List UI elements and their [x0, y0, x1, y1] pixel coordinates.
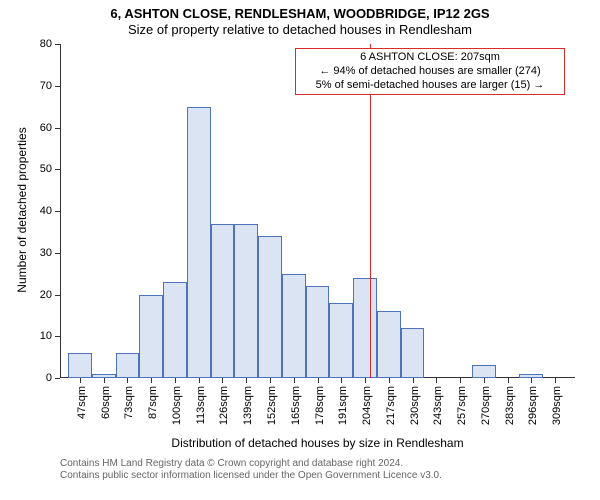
- y-tick: [55, 295, 60, 296]
- footer-line-1: Contains HM Land Registry data © Crown c…: [60, 458, 575, 470]
- x-tick: [484, 378, 485, 383]
- histogram-bar: [401, 328, 425, 378]
- histogram-bar: [139, 295, 163, 379]
- x-tick-label: 178sqm: [314, 386, 326, 436]
- x-tick-label: 139sqm: [242, 386, 254, 436]
- y-tick-label: 80: [22, 38, 52, 50]
- x-tick: [555, 378, 556, 383]
- histogram-bar: [258, 236, 282, 378]
- x-tick-label: 204sqm: [361, 386, 373, 436]
- histogram-bar: [377, 311, 401, 378]
- x-tick: [246, 378, 247, 383]
- x-tick-label: 73sqm: [123, 386, 135, 436]
- y-tick-label: 70: [22, 80, 52, 92]
- histogram-bar: [163, 282, 187, 378]
- y-tick: [55, 86, 60, 87]
- y-axis-label: Number of detached properties: [15, 110, 29, 310]
- y-tick: [55, 128, 60, 129]
- chart-title-address: 6, ASHTON CLOSE, RENDLESHAM, WOODBRIDGE,…: [0, 6, 600, 21]
- x-tick: [222, 378, 223, 383]
- x-tick-label: 165sqm: [290, 386, 302, 436]
- y-tick-label: 10: [22, 330, 52, 342]
- histogram-bar: [187, 107, 211, 378]
- x-tick: [413, 378, 414, 383]
- x-tick-label: 152sqm: [266, 386, 278, 436]
- histogram-bar: [306, 286, 330, 378]
- histogram-bar: [472, 365, 496, 378]
- y-tick: [55, 378, 60, 379]
- x-tick-label: 100sqm: [171, 386, 183, 436]
- annotation-line-1: 6 ASHTON CLOSE: 207sqm: [300, 51, 560, 65]
- annotation-line-3: 5% of semi-detached houses are larger (1…: [300, 79, 560, 93]
- x-tick-label: 87sqm: [147, 386, 159, 436]
- x-tick-label: 217sqm: [385, 386, 397, 436]
- histogram-bar: [234, 224, 258, 378]
- x-tick-label: 296sqm: [527, 386, 539, 436]
- x-tick-label: 47sqm: [76, 386, 88, 436]
- x-tick: [270, 378, 271, 383]
- x-tick: [436, 378, 437, 383]
- x-tick-label: 309sqm: [551, 386, 563, 436]
- y-axis-line: [60, 44, 61, 378]
- x-tick-label: 113sqm: [195, 386, 207, 436]
- footer-line-2: Contains public sector information licen…: [60, 470, 575, 482]
- x-tick: [389, 378, 390, 383]
- x-tick-label: 243sqm: [432, 386, 444, 436]
- x-tick: [127, 378, 128, 383]
- y-tick: [55, 169, 60, 170]
- histogram-bar: [329, 303, 353, 378]
- x-tick: [175, 378, 176, 383]
- x-tick: [531, 378, 532, 383]
- x-tick-label: 60sqm: [100, 386, 112, 436]
- x-tick-label: 257sqm: [456, 386, 468, 436]
- x-tick: [460, 378, 461, 383]
- y-tick: [55, 253, 60, 254]
- property-annotation: 6 ASHTON CLOSE: 207sqm ← 94% of detached…: [295, 48, 565, 95]
- chart-subtitle: Size of property relative to detached ho…: [0, 22, 600, 37]
- x-tick: [199, 378, 200, 383]
- x-tick: [318, 378, 319, 383]
- x-tick: [104, 378, 105, 383]
- histogram-bar: [68, 353, 92, 378]
- x-tick-label: 191sqm: [337, 386, 349, 436]
- x-tick: [508, 378, 509, 383]
- annotation-line-2: ← 94% of detached houses are smaller (27…: [300, 65, 560, 79]
- attribution-footer: Contains HM Land Registry data © Crown c…: [60, 458, 575, 482]
- x-tick-label: 230sqm: [409, 386, 421, 436]
- x-axis-label: Distribution of detached houses by size …: [60, 436, 575, 450]
- x-tick: [294, 378, 295, 383]
- x-tick-label: 126sqm: [218, 386, 230, 436]
- x-tick-label: 270sqm: [480, 386, 492, 436]
- histogram-bar: [211, 224, 235, 378]
- histogram-bar: [353, 278, 377, 378]
- y-tick: [55, 44, 60, 45]
- histogram-bar: [116, 353, 140, 378]
- y-tick: [55, 336, 60, 337]
- y-tick-label: 0: [22, 372, 52, 384]
- x-tick: [80, 378, 81, 383]
- x-tick: [365, 378, 366, 383]
- x-tick: [341, 378, 342, 383]
- x-tick-label: 283sqm: [504, 386, 516, 436]
- x-tick: [151, 378, 152, 383]
- y-tick: [55, 211, 60, 212]
- histogram-bar: [282, 274, 306, 378]
